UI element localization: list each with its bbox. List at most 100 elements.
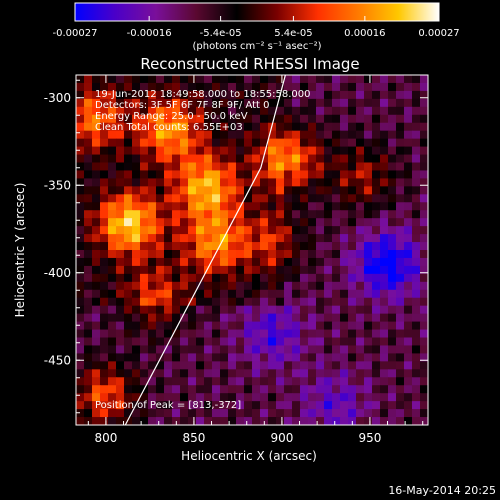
heatmap-cell bbox=[156, 114, 165, 124]
heatmap-cell bbox=[356, 361, 365, 370]
heatmap-cell bbox=[108, 337, 117, 346]
heatmap-cell bbox=[372, 409, 381, 418]
heatmap-cell bbox=[140, 417, 149, 425]
heatmap-cell bbox=[420, 242, 428, 251]
heatmap-cell bbox=[308, 218, 317, 227]
heatmap-cell bbox=[180, 329, 189, 338]
heatmap-cell bbox=[124, 106, 133, 116]
heatmap-cell bbox=[268, 369, 277, 378]
heatmap-cell bbox=[372, 178, 381, 187]
heatmap-cell bbox=[268, 82, 277, 92]
heatmap-cell bbox=[284, 194, 293, 203]
heatmap-cell bbox=[84, 377, 93, 386]
heatmap-cell bbox=[348, 297, 357, 307]
heatmap-cell bbox=[244, 329, 253, 338]
heatmap-cell bbox=[292, 114, 301, 124]
heatmap-cell bbox=[180, 194, 189, 203]
heatmap-cell bbox=[292, 210, 301, 219]
heatmap-cell bbox=[116, 162, 125, 171]
heatmap-cell bbox=[340, 194, 349, 203]
heatmap-cell bbox=[420, 345, 428, 354]
heatmap-cell bbox=[332, 170, 341, 179]
heatmap-cell bbox=[156, 242, 165, 251]
heatmap-cell bbox=[148, 353, 157, 362]
heatmap-cell bbox=[348, 401, 357, 410]
heatmap-cell bbox=[364, 289, 373, 299]
heatmap-cell bbox=[188, 202, 197, 211]
heatmap-cell bbox=[260, 170, 269, 179]
heatmap-cell bbox=[396, 226, 405, 235]
heatmap-cell bbox=[340, 98, 349, 108]
heatmap-cell bbox=[332, 178, 341, 187]
heatmap-cell bbox=[380, 122, 389, 132]
heatmap-cell bbox=[108, 281, 117, 291]
heatmap-cell bbox=[84, 170, 93, 179]
heatmap-cell bbox=[140, 82, 149, 92]
heatmap-cell bbox=[380, 234, 389, 243]
heatmap-cell bbox=[84, 281, 93, 291]
heatmap-cell bbox=[164, 138, 173, 148]
heatmap-cell bbox=[356, 369, 365, 378]
heatmap-cell bbox=[236, 345, 245, 354]
heatmap-cell bbox=[356, 353, 365, 362]
heatmap-cell bbox=[84, 353, 93, 362]
heatmap-cell bbox=[148, 377, 157, 386]
heatmap-cell bbox=[284, 242, 293, 251]
heatmap-cell bbox=[300, 178, 309, 187]
heatmap-cell bbox=[204, 75, 213, 84]
heatmap-cell bbox=[228, 130, 237, 140]
heatmap-cell bbox=[372, 369, 381, 378]
heatmap-cell bbox=[244, 385, 253, 394]
heatmap-cell bbox=[180, 170, 189, 179]
heatmap-cell bbox=[100, 186, 109, 195]
heatmap-cell bbox=[276, 329, 285, 338]
heatmap-cell bbox=[340, 114, 349, 124]
heatmap-cell bbox=[132, 154, 141, 163]
heatmap-cell bbox=[308, 138, 317, 148]
heatmap-cell bbox=[300, 393, 309, 402]
heatmap-cell bbox=[220, 313, 229, 323]
heatmap-cell bbox=[228, 345, 237, 354]
heatmap-cell bbox=[412, 345, 421, 354]
heatmap-cell bbox=[116, 257, 125, 267]
heatmap-cell bbox=[380, 75, 389, 84]
heatmap-cell bbox=[204, 297, 213, 307]
heatmap-cell bbox=[172, 313, 181, 323]
heatmap-cell bbox=[252, 250, 261, 259]
heatmap-cell bbox=[404, 154, 413, 163]
heatmap-cell bbox=[340, 401, 349, 410]
heatmap-cell bbox=[372, 210, 381, 219]
heatmap-cell bbox=[124, 321, 133, 331]
heatmap-cell bbox=[204, 401, 213, 410]
heatmap-cell bbox=[156, 409, 165, 418]
heatmap-cell bbox=[388, 130, 397, 140]
heatmap-cell bbox=[412, 265, 421, 275]
heatmap-cell bbox=[356, 345, 365, 354]
heatmap-cell bbox=[84, 210, 93, 219]
heatmap-cell bbox=[332, 250, 341, 259]
heatmap-cell bbox=[140, 393, 149, 402]
heatmap-cell bbox=[244, 146, 253, 156]
heatmap-cell bbox=[196, 130, 205, 140]
heatmap-cell bbox=[364, 242, 373, 251]
heatmap-cell bbox=[324, 82, 333, 92]
heatmap-cell bbox=[172, 265, 181, 275]
heatmap-cell bbox=[284, 226, 293, 235]
heatmap-cell bbox=[100, 82, 109, 92]
heatmap-cell bbox=[244, 202, 253, 211]
heatmap-cell bbox=[260, 210, 269, 219]
heatmap-cell bbox=[228, 281, 237, 291]
heatmap-cell bbox=[300, 313, 309, 323]
heatmap-cell bbox=[244, 393, 253, 402]
heatmap-cell bbox=[228, 146, 237, 156]
heatmap-cell bbox=[92, 417, 101, 425]
heatmap-cell bbox=[76, 273, 85, 283]
heatmap-cell bbox=[220, 138, 229, 148]
heatmap-cell bbox=[292, 170, 301, 179]
heatmap-cell bbox=[348, 114, 357, 124]
heatmap-cell bbox=[164, 417, 173, 425]
heatmap-cell bbox=[276, 305, 285, 315]
heatmap-cell bbox=[340, 385, 349, 394]
heatmap-cell bbox=[100, 226, 109, 235]
heatmap-cell bbox=[348, 178, 357, 187]
